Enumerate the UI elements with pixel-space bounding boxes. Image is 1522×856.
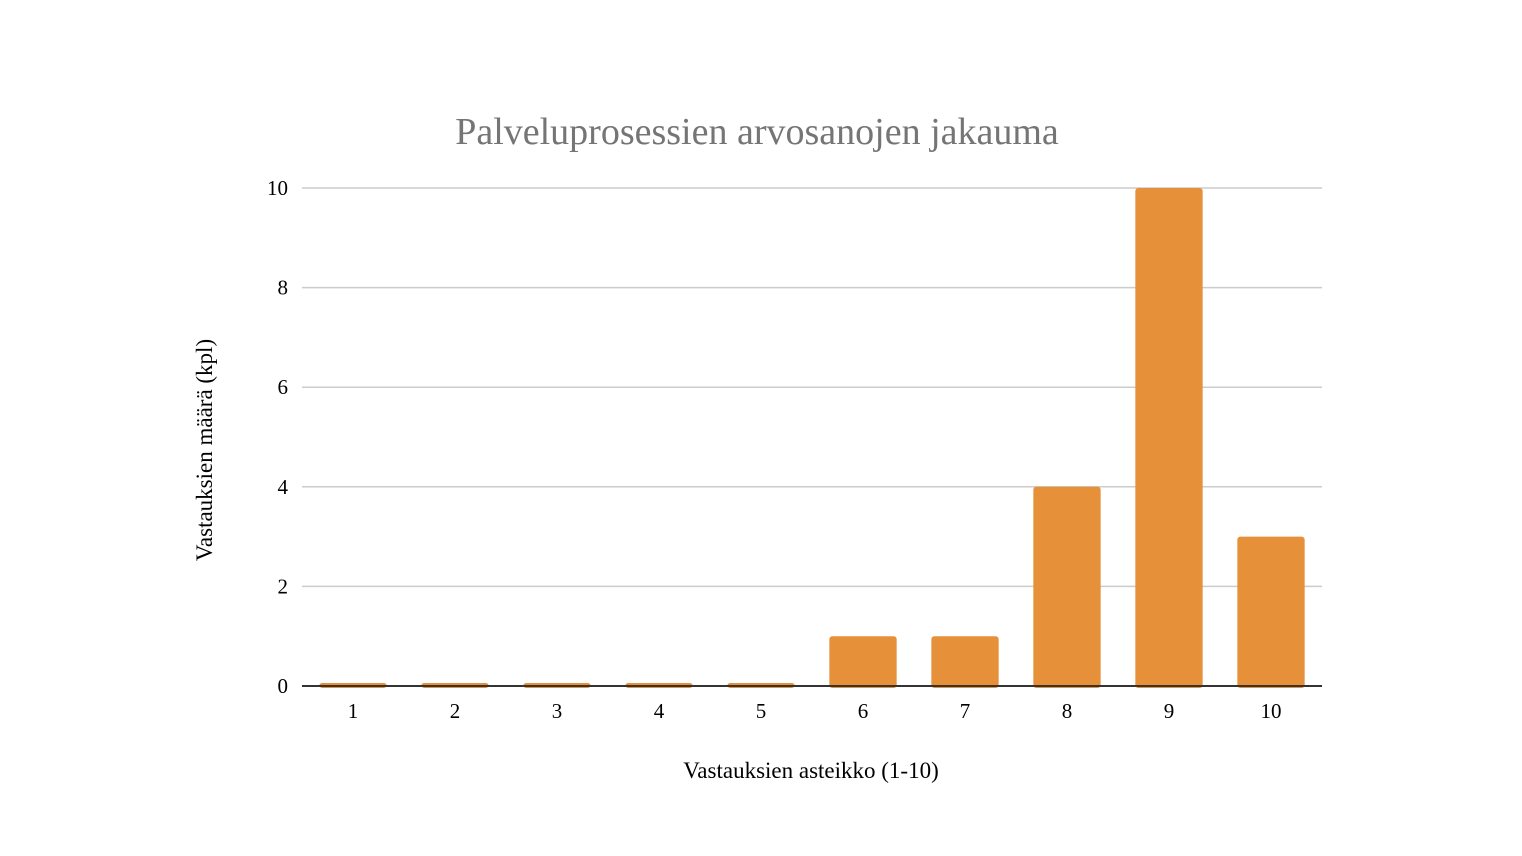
x-tick-label: 7 bbox=[960, 699, 971, 723]
x-tick-label: 4 bbox=[654, 699, 665, 723]
bar-7 bbox=[931, 636, 999, 688]
x-tick-label: 6 bbox=[858, 699, 869, 723]
x-tick-label: 2 bbox=[450, 699, 461, 723]
y-tick-label: 4 bbox=[278, 475, 289, 499]
x-tick-label: 5 bbox=[756, 699, 767, 723]
bar-6 bbox=[829, 636, 897, 688]
y-axis-label: Vastauksien määrä (kpl) bbox=[192, 339, 217, 561]
x-tick-labels: 1 2 3 4 5 6 7 8 9 10 bbox=[348, 699, 1282, 723]
x-tick-label: 1 bbox=[348, 699, 359, 723]
x-tick-label: 9 bbox=[1164, 699, 1175, 723]
y-tick-label: 8 bbox=[278, 276, 289, 300]
y-tick-label: 0 bbox=[278, 674, 289, 698]
y-tick-label: 6 bbox=[278, 375, 289, 399]
bars bbox=[319, 188, 1305, 688]
x-axis-label: Vastauksien asteikko (1-10) bbox=[683, 758, 939, 783]
x-tick-label: 3 bbox=[552, 699, 563, 723]
x-tick-label: 10 bbox=[1261, 699, 1282, 723]
bar-9 bbox=[1135, 188, 1203, 688]
chart-title: Palveluprosessien arvosanojen jakauma bbox=[455, 111, 1059, 153]
x-tick-label: 8 bbox=[1062, 699, 1073, 723]
y-tick-label: 10 bbox=[267, 176, 288, 200]
bar-8 bbox=[1033, 486, 1101, 688]
bar-10 bbox=[1237, 536, 1305, 688]
y-tick-labels: 0 2 4 6 8 10 bbox=[267, 176, 289, 698]
y-tick-label: 2 bbox=[278, 574, 289, 598]
